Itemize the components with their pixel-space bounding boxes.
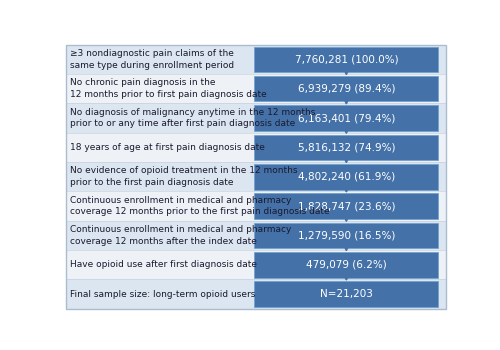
Text: ≥3 nondiagnostic pain claims of the
same type during enrollment period: ≥3 nondiagnostic pain claims of the same…	[70, 49, 234, 70]
FancyBboxPatch shape	[254, 76, 438, 102]
Bar	[66, 162, 446, 191]
Text: 479,079 (6.2%): 479,079 (6.2%)	[306, 260, 386, 270]
Text: 7,760,281 (100.0%): 7,760,281 (100.0%)	[294, 54, 398, 64]
FancyBboxPatch shape	[254, 193, 438, 219]
Text: 1,828,747 (23.6%): 1,828,747 (23.6%)	[298, 201, 395, 211]
Text: 6,163,401 (79.4%): 6,163,401 (79.4%)	[298, 113, 395, 123]
Text: 1,279,590 (16.5%): 1,279,590 (16.5%)	[298, 230, 395, 240]
FancyBboxPatch shape	[254, 47, 438, 72]
Text: Have opioid use after first diagnosis date: Have opioid use after first diagnosis da…	[70, 260, 257, 269]
FancyBboxPatch shape	[254, 105, 438, 131]
Text: Continuous enrollment in medical and pharmacy
coverage 12 months prior to the fi: Continuous enrollment in medical and pha…	[70, 196, 330, 217]
Text: 18 years of age at first pain diagnosis date: 18 years of age at first pain diagnosis …	[70, 143, 265, 152]
FancyBboxPatch shape	[254, 281, 438, 307]
Text: N=21,203: N=21,203	[320, 289, 373, 299]
FancyBboxPatch shape	[254, 135, 438, 160]
Text: 5,816,132 (74.9%): 5,816,132 (74.9%)	[298, 142, 395, 152]
Text: No diagnosis of malignancy anytime in the 12 months
prior to or any time after f: No diagnosis of malignancy anytime in th…	[70, 108, 316, 128]
Text: Final sample size: long-term opioid users: Final sample size: long-term opioid user…	[70, 290, 256, 299]
Text: 6,939,279 (89.4%): 6,939,279 (89.4%)	[298, 84, 395, 94]
Text: No chronic pain diagnosis in the
12 months prior to first pain diagnosis date: No chronic pain diagnosis in the 12 mont…	[70, 78, 267, 99]
Bar	[66, 279, 446, 309]
Text: 4,802,240 (61.9%): 4,802,240 (61.9%)	[298, 172, 395, 182]
Bar	[66, 250, 446, 279]
Bar	[66, 45, 446, 74]
Bar	[66, 221, 446, 250]
FancyBboxPatch shape	[254, 252, 438, 278]
Text: Continuous enrollment in medical and pharmacy
coverage 12 months after the index: Continuous enrollment in medical and pha…	[70, 225, 292, 246]
Text: No evidence of opioid treatment in the 12 months
prior to the first pain diagnos: No evidence of opioid treatment in the 1…	[70, 166, 298, 187]
Bar	[66, 133, 446, 162]
Bar	[66, 103, 446, 133]
FancyBboxPatch shape	[254, 223, 438, 248]
Bar	[66, 191, 446, 221]
FancyBboxPatch shape	[254, 164, 438, 190]
Bar	[66, 74, 446, 103]
